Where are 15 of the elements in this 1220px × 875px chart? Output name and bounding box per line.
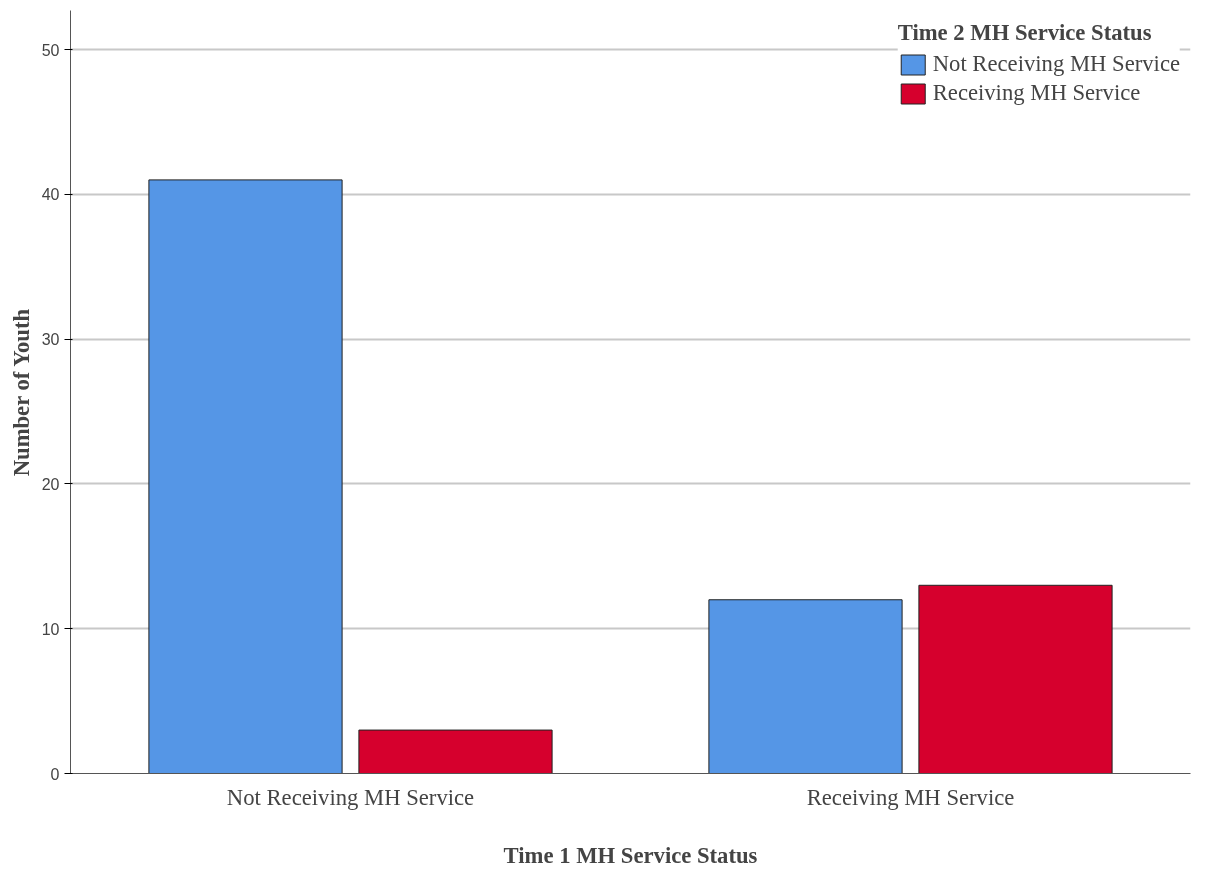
legend-label: Receiving MH Service bbox=[932, 80, 1141, 106]
bar bbox=[358, 729, 553, 774]
y-axis-title: Number of Youth bbox=[8, 308, 34, 477]
legend-label: Not Receiving MH Service bbox=[932, 51, 1180, 77]
y-tick-label: 0 bbox=[50, 765, 60, 783]
y-tick-label: 30 bbox=[41, 331, 60, 349]
bar bbox=[918, 584, 1113, 774]
y-tick-label: 50 bbox=[41, 41, 60, 59]
legend-title: Time 2 MH Service Status bbox=[897, 20, 1153, 46]
bar bbox=[708, 599, 903, 774]
y-tick-label: 20 bbox=[41, 475, 60, 493]
x-axis-title: Time 1 MH Service Status bbox=[503, 842, 758, 868]
y-tick-label: 40 bbox=[41, 186, 60, 204]
bar bbox=[148, 179, 343, 774]
y-tick-label: 10 bbox=[41, 620, 60, 638]
